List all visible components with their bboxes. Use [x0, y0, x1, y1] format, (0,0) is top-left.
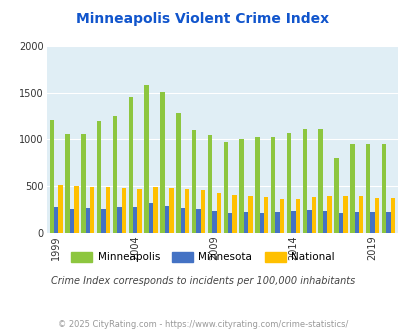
Bar — [365, 144, 369, 233]
Bar — [113, 116, 117, 233]
Bar — [239, 139, 243, 233]
Bar — [286, 133, 290, 233]
Bar — [302, 129, 306, 233]
Bar — [354, 212, 358, 233]
Bar — [192, 130, 196, 233]
Bar — [381, 144, 385, 233]
Bar — [169, 188, 173, 233]
Bar — [153, 187, 158, 233]
Bar — [358, 196, 362, 233]
Bar — [223, 142, 228, 233]
Bar — [58, 185, 63, 233]
Bar — [106, 186, 110, 233]
Bar — [97, 121, 101, 233]
Bar — [311, 197, 315, 233]
Bar — [128, 97, 133, 233]
Text: Crime Index corresponds to incidents per 100,000 inhabitants: Crime Index corresponds to incidents per… — [51, 276, 354, 285]
Bar — [243, 212, 247, 233]
Bar — [133, 207, 137, 233]
Bar — [122, 188, 126, 233]
Text: Minneapolis Violent Crime Index: Minneapolis Violent Crime Index — [76, 12, 329, 25]
Bar — [74, 185, 79, 233]
Bar — [290, 211, 295, 233]
Bar — [65, 134, 70, 233]
Bar — [279, 199, 283, 233]
Bar — [196, 209, 200, 233]
Bar — [333, 158, 338, 233]
Bar — [255, 137, 259, 233]
Bar — [369, 212, 374, 233]
Bar — [160, 92, 164, 233]
Bar — [185, 189, 189, 233]
Bar — [275, 212, 279, 233]
Bar — [137, 189, 142, 233]
Bar — [85, 208, 90, 233]
Bar — [263, 197, 268, 233]
Bar — [144, 85, 149, 233]
Bar — [259, 213, 263, 233]
Bar — [295, 199, 299, 233]
Bar — [318, 129, 322, 233]
Bar — [176, 113, 180, 233]
Bar — [306, 210, 311, 233]
Bar — [390, 198, 394, 233]
Text: © 2025 CityRating.com - https://www.cityrating.com/crime-statistics/: © 2025 CityRating.com - https://www.city… — [58, 320, 347, 329]
Bar — [232, 195, 236, 233]
Bar — [338, 213, 342, 233]
Bar — [81, 134, 85, 233]
Bar — [54, 207, 58, 233]
Bar — [349, 144, 354, 233]
Bar — [212, 211, 216, 233]
Bar — [247, 196, 252, 233]
Bar — [90, 186, 94, 233]
Bar — [49, 120, 54, 233]
Bar — [70, 209, 74, 233]
Bar — [149, 203, 153, 233]
Bar — [101, 209, 106, 233]
Bar — [180, 209, 185, 233]
Legend: Minneapolis, Minnesota, National: Minneapolis, Minnesota, National — [67, 248, 338, 267]
Bar — [200, 190, 205, 233]
Bar — [326, 196, 331, 233]
Bar — [385, 212, 390, 233]
Bar — [228, 213, 232, 233]
Bar — [207, 135, 212, 233]
Bar — [117, 208, 121, 233]
Bar — [322, 211, 326, 233]
Bar — [164, 206, 169, 233]
Bar — [374, 198, 378, 233]
Bar — [216, 193, 220, 233]
Bar — [271, 137, 275, 233]
Bar — [342, 196, 347, 233]
